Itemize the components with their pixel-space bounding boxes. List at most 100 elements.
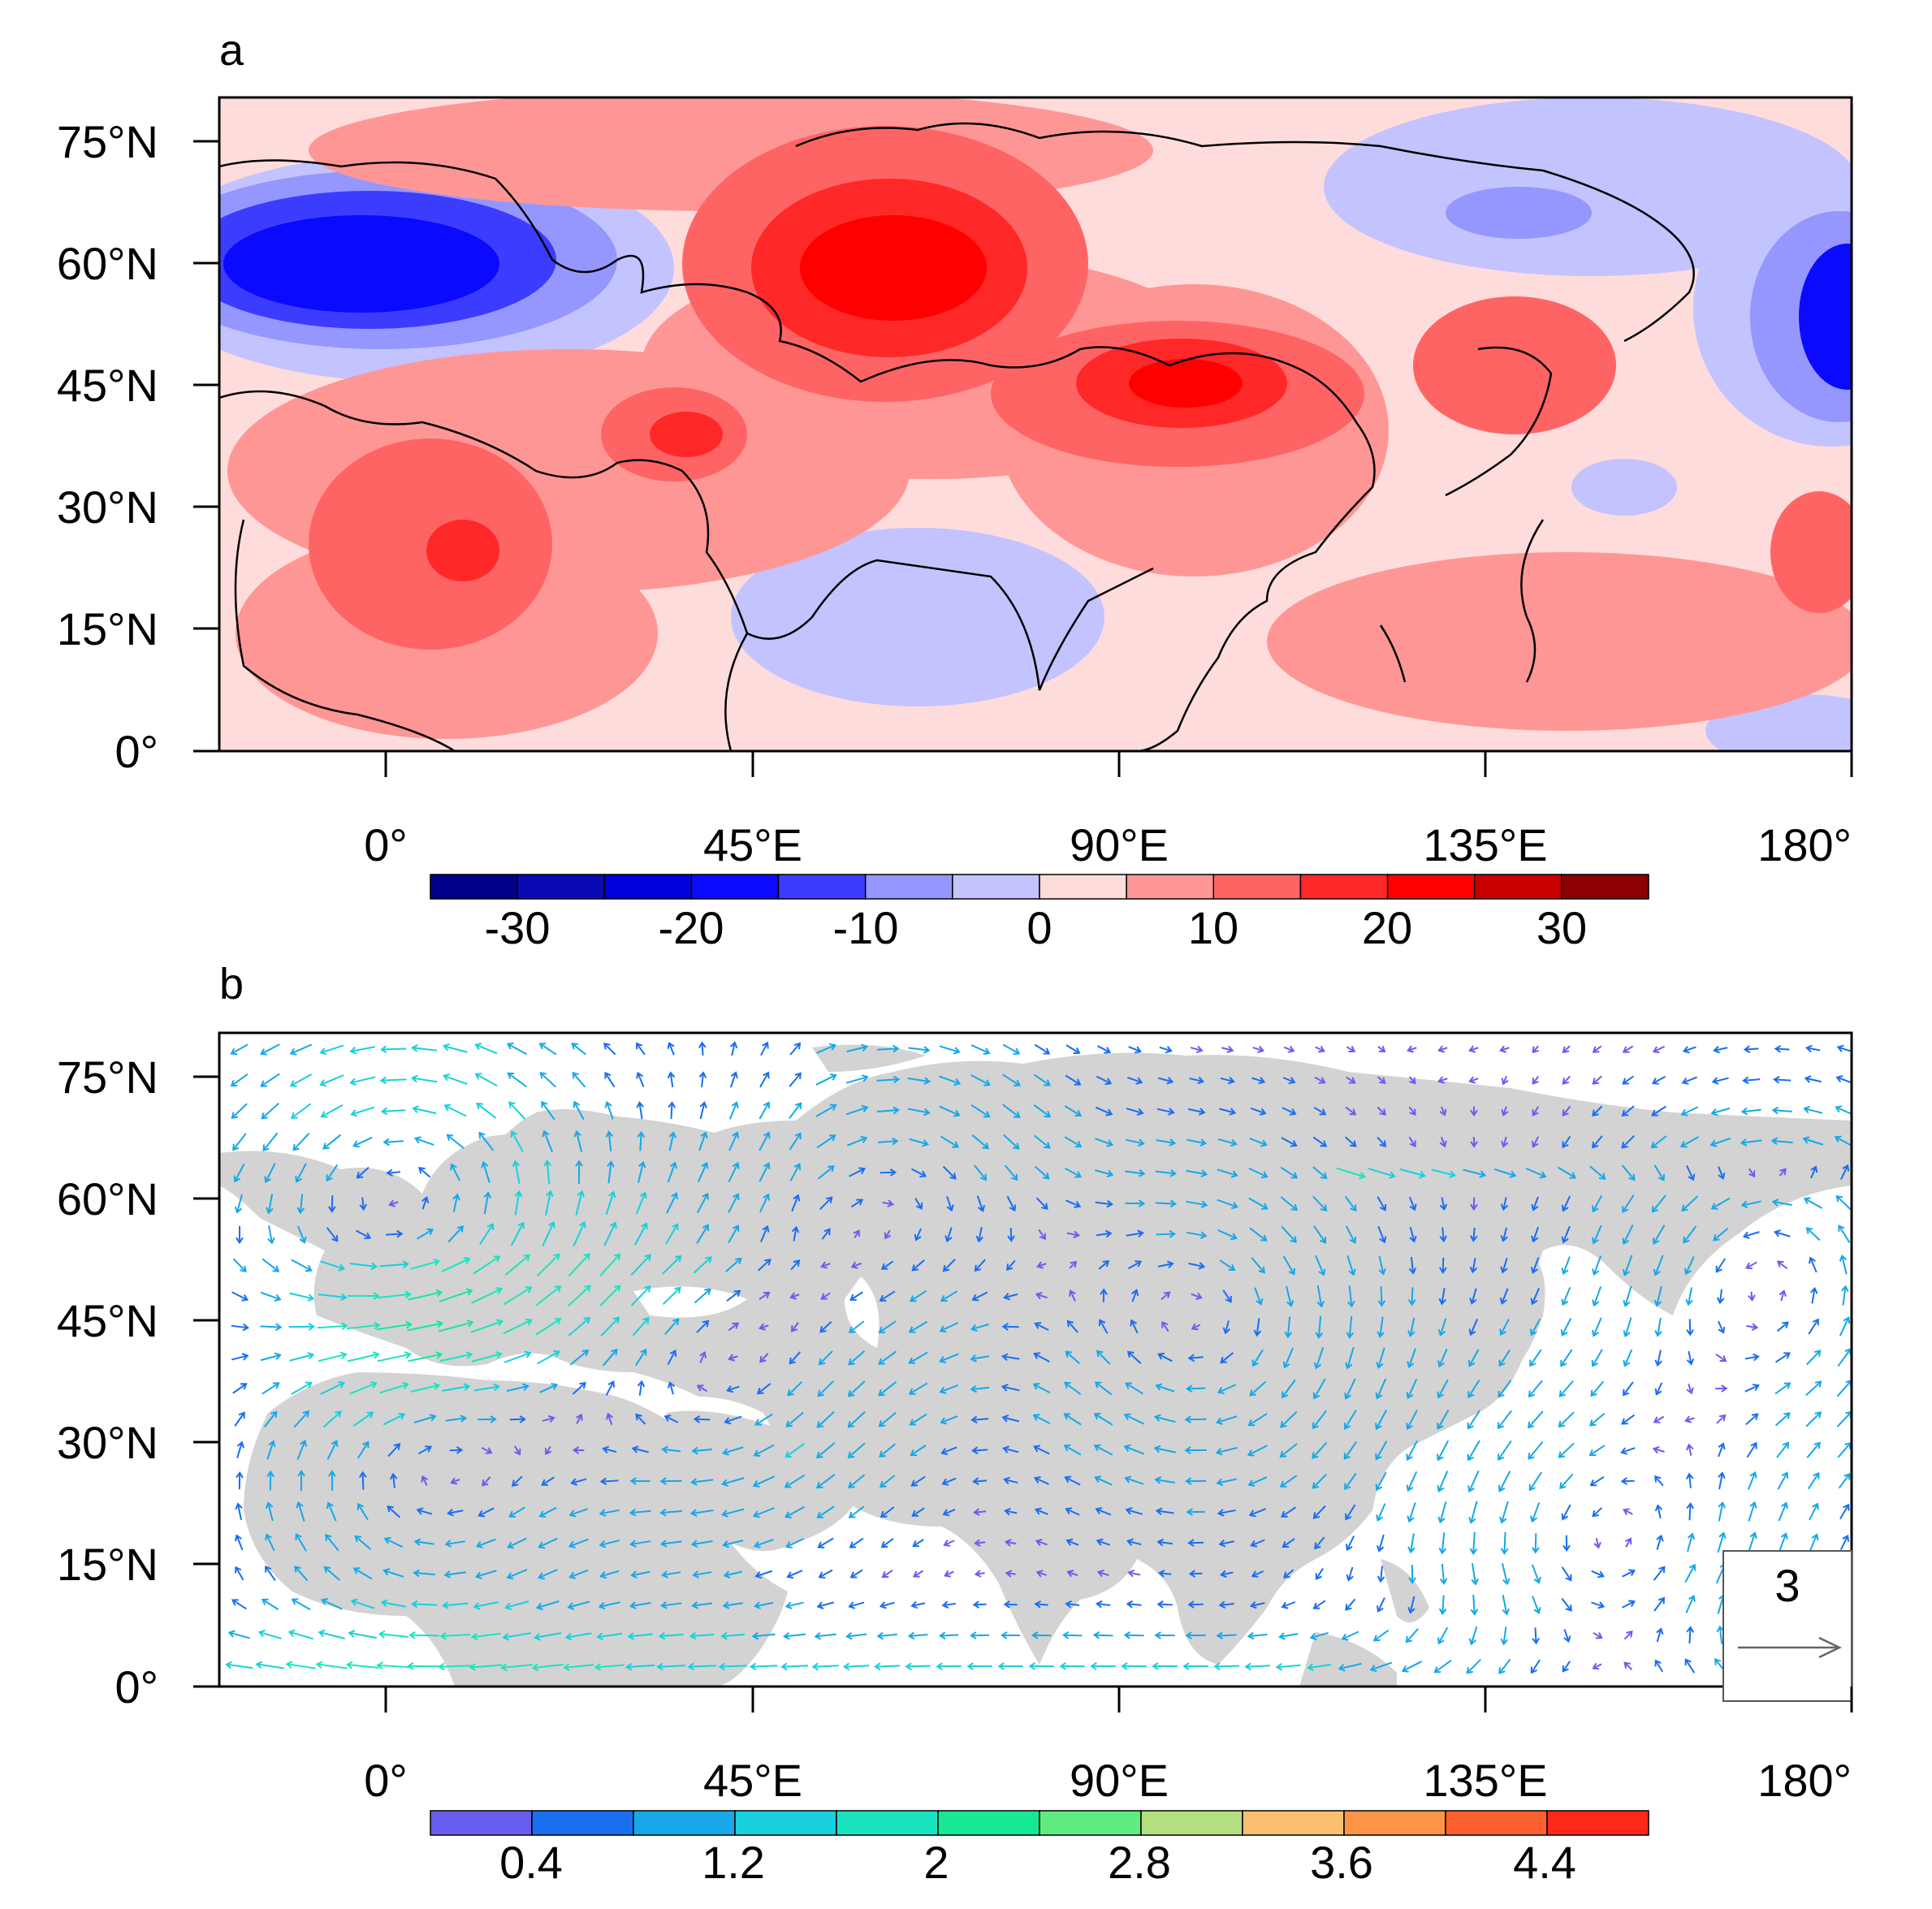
wind-arrow xyxy=(1562,1045,1571,1053)
wind-arrow xyxy=(605,1190,616,1216)
panel-a-map xyxy=(219,97,1852,751)
wind-arrow xyxy=(410,1074,438,1083)
wind-arrow xyxy=(1377,1196,1387,1211)
wind-arrow xyxy=(1744,1384,1760,1393)
lat-label: 60°N xyxy=(57,238,158,289)
wind-arrow xyxy=(1806,1350,1822,1366)
wind-arrow xyxy=(784,1443,805,1458)
wind-arrow xyxy=(1313,1106,1327,1116)
wind-arrow xyxy=(1186,1200,1208,1209)
wind-arrow xyxy=(376,1661,410,1669)
wind-arrow xyxy=(1160,1291,1171,1301)
wind-arrow xyxy=(816,1134,836,1149)
wind-arrow xyxy=(1653,1566,1666,1581)
wind-arrow xyxy=(1033,1073,1051,1086)
wind-arrow xyxy=(1653,1285,1662,1307)
wind-arrow xyxy=(1001,1353,1020,1361)
wind-arrow xyxy=(481,1446,493,1454)
lat-label: 15°N xyxy=(57,1539,158,1590)
wind-arrow xyxy=(942,1259,956,1272)
wind-arrow xyxy=(537,1350,560,1365)
wind-arrow xyxy=(939,1045,961,1055)
wind-arrow xyxy=(630,1285,651,1306)
wind-arrow xyxy=(664,1223,679,1245)
wind-arrow xyxy=(754,1570,773,1579)
wind-arrow xyxy=(1439,1257,1447,1274)
wind-arrow xyxy=(1281,1225,1297,1243)
wind-arrow xyxy=(1779,1168,1787,1177)
colorbar-label: 0.4 xyxy=(499,1837,563,1888)
wind-arrow xyxy=(1282,1107,1297,1116)
wind-arrow xyxy=(1623,1630,1633,1640)
wind-arrow xyxy=(783,1632,806,1640)
wind-arrow xyxy=(1592,1286,1602,1307)
wind-arrow xyxy=(378,1630,408,1639)
wind-arrow xyxy=(1775,1352,1791,1363)
lon-label: 180° xyxy=(1757,1755,1852,1806)
wind-arrow xyxy=(908,1382,928,1395)
wind-arrow xyxy=(816,1043,836,1054)
wind-arrow xyxy=(421,1196,430,1210)
wind-arrow xyxy=(1123,1631,1144,1639)
wind-arrow xyxy=(816,1410,835,1428)
wind-arrow xyxy=(1561,1225,1571,1244)
wind-arrow xyxy=(1182,1662,1208,1670)
wind-arrow xyxy=(1718,1471,1726,1490)
wind-arrow xyxy=(1378,1255,1386,1276)
wind-arrow xyxy=(1312,1473,1327,1489)
wind-arrow xyxy=(1247,1413,1268,1427)
wind-arrow xyxy=(1125,1382,1143,1395)
wind-arrow xyxy=(664,1318,680,1335)
wind-arrow xyxy=(1841,1285,1849,1306)
colorbar-segment xyxy=(690,874,780,900)
wind-arrow xyxy=(413,1136,434,1147)
wind-arrow xyxy=(506,1383,529,1393)
wind-arrow xyxy=(605,1380,616,1396)
wind-arrow xyxy=(816,1505,835,1518)
wind-arrow xyxy=(1222,1320,1231,1335)
wind-arrow xyxy=(1283,1045,1295,1053)
wind-arrow xyxy=(1157,1352,1173,1363)
lat-label: 75°N xyxy=(57,1052,158,1103)
wind-arrow xyxy=(1592,1194,1603,1213)
wind-arrow xyxy=(1500,1257,1508,1274)
wind-arrow xyxy=(1684,1658,1696,1674)
wind-arrow xyxy=(1528,1440,1544,1460)
colorbar-label: -20 xyxy=(659,902,724,953)
wind-arrow xyxy=(1740,1200,1761,1209)
wind-arrow xyxy=(1467,1349,1480,1367)
wind-arrow xyxy=(1530,1659,1541,1674)
wind-arrow xyxy=(630,1570,650,1579)
wind-arrow xyxy=(568,1569,589,1579)
wind-arrow xyxy=(1431,1168,1456,1178)
wind-arrow xyxy=(729,1041,738,1056)
lat-label: 60°N xyxy=(57,1173,158,1224)
wind-arrow xyxy=(377,1351,412,1363)
wind-arrow xyxy=(1035,1197,1048,1210)
wind-arrow xyxy=(383,1568,404,1578)
wind-arrow xyxy=(1559,1473,1574,1489)
wind-arrow xyxy=(1468,1318,1479,1337)
wind-arrow xyxy=(1346,1315,1355,1339)
wind-arrow xyxy=(1249,1380,1267,1397)
wind-arrow xyxy=(1651,1075,1666,1085)
wind-arrow xyxy=(475,1538,496,1548)
wind-arrow xyxy=(1803,1197,1823,1209)
wind-arrow xyxy=(1466,1658,1482,1674)
wind-arrow xyxy=(571,1043,586,1056)
wind-arrow xyxy=(815,1104,837,1117)
wind-arrow xyxy=(1740,1138,1762,1147)
panel-b-lat-ticks xyxy=(193,1075,219,1688)
wind-arrow xyxy=(878,1137,899,1146)
wind-arrow xyxy=(539,1383,559,1393)
wind-arrow xyxy=(876,1631,897,1640)
wind-arrow xyxy=(1621,1134,1636,1149)
wind-arrow xyxy=(260,1352,282,1362)
wind-arrow xyxy=(820,1292,831,1300)
wind-arrow xyxy=(1275,1662,1301,1671)
wind-arrow xyxy=(1748,1531,1757,1553)
wind-arrow xyxy=(1770,1137,1793,1146)
wind-arrow xyxy=(910,1475,926,1487)
wind-arrow xyxy=(662,1286,681,1305)
wind-arrow xyxy=(1470,1594,1479,1616)
